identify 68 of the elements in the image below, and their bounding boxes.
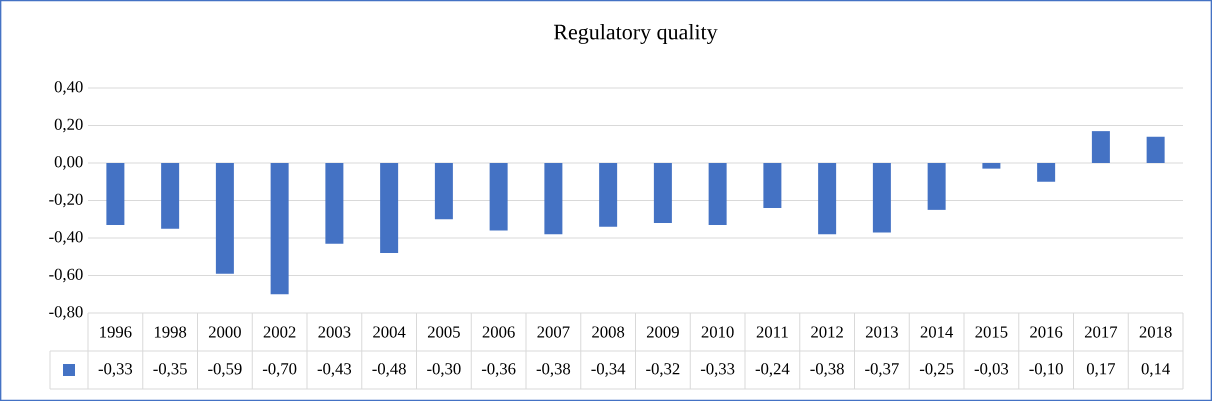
data-label: -0,34 <box>591 363 626 377</box>
x-tick-label: 2015 <box>975 326 1008 338</box>
bar <box>544 163 563 235</box>
bar <box>872 163 891 233</box>
y-tick-label: -0,80 <box>49 306 83 320</box>
chart-title: Regulatory quality <box>553 23 718 45</box>
data-label: -0,43 <box>317 363 352 377</box>
bar <box>106 163 125 225</box>
x-tick-label: 2012 <box>811 326 843 338</box>
y-tick-label: -0,20 <box>49 193 83 208</box>
x-tick-label: 2005 <box>427 326 460 338</box>
data-label: -0,10 <box>1029 363 1063 377</box>
bar <box>380 163 399 253</box>
bar <box>1037 163 1056 182</box>
bar <box>1091 131 1110 163</box>
y-tick-label: -0,60 <box>49 268 83 283</box>
bar <box>763 163 782 208</box>
bar <box>434 163 453 220</box>
data-label: -0,38 <box>810 363 844 377</box>
x-tick-label: 2003 <box>318 326 351 338</box>
bar <box>927 163 946 210</box>
data-label: -0,30 <box>427 363 461 377</box>
data-label: -0,37 <box>865 363 899 377</box>
x-tick-label: 2004 <box>373 326 406 338</box>
bar <box>708 163 727 225</box>
x-tick-label: 2014 <box>920 326 954 338</box>
data-label: -0,32 <box>646 363 680 377</box>
x-tick-label: 2002 <box>263 326 296 338</box>
x-tick-label: 2018 <box>1139 326 1172 338</box>
bar <box>982 163 1001 169</box>
data-label: -0,25 <box>919 363 954 377</box>
x-tick-label: 2007 <box>537 326 570 338</box>
data-label: -0,24 <box>755 363 790 377</box>
x-tick-label: 1998 <box>154 326 187 338</box>
x-tick-label: 1996 <box>100 326 132 338</box>
x-tick-label: 2010 <box>701 326 734 338</box>
data-label: -0,03 <box>974 363 1009 377</box>
data-label: -0,33 <box>700 363 735 377</box>
x-tick-label: 2008 <box>592 326 625 338</box>
x-tick-label: 2016 <box>1030 326 1063 338</box>
bar <box>325 163 344 244</box>
bar <box>1146 136 1165 163</box>
data-label: -0,48 <box>372 363 406 377</box>
bar <box>161 163 180 229</box>
data-label: -0,59 <box>208 363 242 377</box>
bar <box>270 163 289 295</box>
x-tick-label: 2006 <box>482 326 515 338</box>
data-label: -0,70 <box>262 363 297 377</box>
x-tick-label: 2009 <box>646 326 679 338</box>
data-label: 0,17 <box>1086 363 1115 377</box>
y-tick-label: 0,20 <box>54 118 83 133</box>
x-tick-label: 2013 <box>865 326 898 338</box>
data-label: 0,14 <box>1141 363 1170 377</box>
x-tick-label: 2011 <box>756 326 788 338</box>
y-tick-label: 0,00 <box>54 156 83 170</box>
x-tick-label: 2000 <box>208 326 241 338</box>
bar <box>489 163 508 231</box>
y-tick-label: 0,40 <box>54 81 83 95</box>
bar <box>653 163 672 223</box>
data-label: -0,35 <box>153 363 187 377</box>
bar <box>599 163 618 227</box>
x-tick-label: 2017 <box>1084 326 1118 338</box>
data-label: -0,38 <box>536 363 571 377</box>
bar <box>818 163 837 235</box>
data-label: -0,36 <box>481 363 516 377</box>
y-tick-label: -0,40 <box>49 231 83 245</box>
data-label: -0,33 <box>98 363 133 377</box>
bar <box>215 163 234 274</box>
